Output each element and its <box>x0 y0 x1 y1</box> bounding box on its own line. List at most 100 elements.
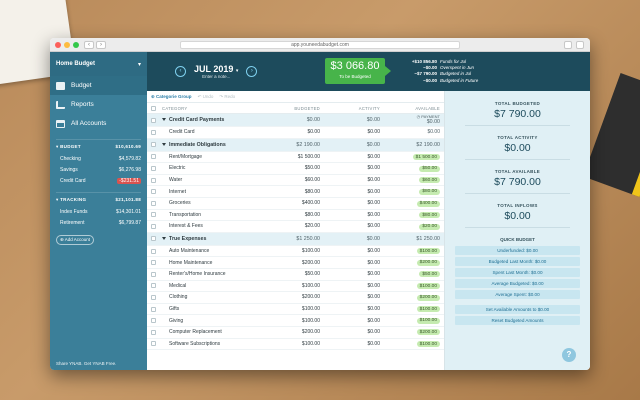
to-be-budgeted[interactable]: $3 066.80 To be Budgeted <box>325 58 391 84</box>
available-pill[interactable]: $0.00 <box>427 129 440 136</box>
category-row[interactable]: Groceries $400.00 $0.00 $400.00 <box>147 198 444 210</box>
available-pill[interactable]: $20.00 <box>419 223 440 230</box>
row-checkbox[interactable] <box>151 189 156 195</box>
category-budgeted[interactable]: $100.00 <box>301 317 320 324</box>
row-checkbox[interactable] <box>151 341 156 347</box>
category-activity[interactable]: $0.00 <box>367 306 380 313</box>
category-row[interactable]: Home Maintenance $200.00 $0.00 $200.00 <box>147 257 444 269</box>
inspector-action-button[interactable]: Reset Budgeted Amounts <box>455 316 580 325</box>
category-name[interactable]: Rent/Mortgage <box>169 153 203 160</box>
quick-budget-button[interactable]: Spent Last Month: $0.00 <box>455 268 580 277</box>
category-budgeted[interactable]: $100.00 <box>301 340 320 347</box>
zoom-window-button[interactable] <box>73 41 79 48</box>
category-row[interactable]: Rent/Mortgage $1 500.00 $0.00 $1 500.00 <box>147 152 444 164</box>
available-pill[interactable]: $200.00 <box>416 259 440 266</box>
category-budgeted[interactable]: $80.00 <box>304 188 320 195</box>
category-name[interactable]: Medical <box>169 282 187 289</box>
category-name[interactable]: Software Subscriptions <box>169 340 221 347</box>
category-name[interactable]: Interest & Fees <box>169 223 203 230</box>
row-checkbox[interactable] <box>151 306 156 312</box>
category-activity[interactable]: $0.00 <box>367 259 380 266</box>
category-activity[interactable]: $0.00 <box>367 294 380 301</box>
available-pill[interactable]: $80.00 <box>419 212 440 219</box>
category-activity[interactable]: $0.00 <box>367 282 380 289</box>
category-group-row[interactable]: True Expenses $1 250.00 $0.00 $1 250.00 <box>147 232 444 246</box>
category-row[interactable]: Transportation $80.00 $0.00 $80.00 <box>147 210 444 222</box>
available-pill[interactable]: $100.00 <box>416 248 440 255</box>
referral-link[interactable]: Share YNAB. Get YNAB Free. <box>56 361 117 366</box>
category-row[interactable]: Computer Replacement $200.00 $0.00 $200.00 <box>147 327 444 339</box>
tabs-icon[interactable] <box>576 41 584 49</box>
row-checkbox[interactable] <box>151 200 156 206</box>
category-row[interactable]: Giving $100.00 $0.00 $100.00 <box>147 315 444 327</box>
category-budgeted[interactable]: $20.00 <box>304 223 320 230</box>
category-activity[interactable]: $0.00 <box>367 211 380 218</box>
row-checkbox[interactable] <box>151 329 156 335</box>
account-checking[interactable]: Checking $4,579.82 <box>56 153 141 164</box>
category-activity[interactable]: $0.00 <box>367 165 380 172</box>
close-window-button[interactable] <box>55 41 61 48</box>
account-index-funds[interactable]: Index Funds $14,301.01 <box>56 206 141 217</box>
row-checkbox[interactable] <box>151 165 156 171</box>
share-icon[interactable] <box>564 41 572 49</box>
account-savings[interactable]: Savings $6,276.98 <box>56 164 141 175</box>
available-pill[interactable]: $100.00 <box>416 283 440 290</box>
budget-switcher[interactable]: Home Budget ▾ <box>50 52 147 76</box>
row-checkbox[interactable] <box>151 283 156 289</box>
available-pill[interactable]: $60.00 <box>419 177 440 184</box>
category-name[interactable]: Groceries <box>169 200 191 207</box>
category-activity[interactable]: $0.00 <box>367 248 380 255</box>
nav-reports[interactable]: Reports <box>50 95 147 114</box>
category-budgeted[interactable]: $200.00 <box>301 329 320 336</box>
category-activity[interactable]: $0.00 <box>367 153 380 160</box>
current-month[interactable]: JUL 2019 ▾ <box>194 64 239 74</box>
category-budgeted[interactable]: $100.00 <box>301 248 320 255</box>
category-name[interactable]: Auto Maintenance <box>169 248 210 255</box>
category-name[interactable]: Internet <box>169 188 186 195</box>
row-checkbox[interactable] <box>151 223 156 229</box>
available-pill[interactable]: $100.00 <box>416 317 440 324</box>
category-row[interactable]: Gifts $100.00 $0.00 $100.00 <box>147 304 444 316</box>
category-row[interactable]: Clothing $200.00 $0.00 $200.00 <box>147 292 444 304</box>
category-row[interactable]: Electric $50.00 $0.00 $50.00 <box>147 163 444 175</box>
account-retirement[interactable]: Retirement $6,799.87 <box>56 217 141 228</box>
account-credit-card[interactable]: Credit Card -$231.51 <box>56 175 141 186</box>
nav-budget[interactable]: Budget <box>50 76 147 95</box>
minimize-window-button[interactable] <box>64 41 70 48</box>
budget-group-header[interactable]: ▾ BUDGET $10,610.69 <box>56 139 141 153</box>
category-budgeted[interactable]: $100.00 <box>301 282 320 289</box>
inspector-action-button[interactable]: Set Available Amounts to $0.00 <box>455 305 580 314</box>
category-row[interactable]: Water $60.00 $0.00 $60.00 <box>147 175 444 187</box>
available-pill[interactable]: $200.00 <box>416 294 440 301</box>
category-budgeted[interactable]: $60.00 <box>304 177 320 184</box>
row-checkbox[interactable] <box>151 154 156 160</box>
category-name[interactable]: Transportation <box>169 211 202 218</box>
quick-budget-button[interactable]: Average Spent: $0.00 <box>455 290 580 299</box>
next-month-button[interactable]: › <box>246 66 258 77</box>
category-name[interactable]: Computer Replacement <box>169 329 222 336</box>
available-pill[interactable]: $200.00 <box>416 329 440 336</box>
category-budgeted[interactable]: $1 500.00 <box>297 153 320 160</box>
row-checkbox[interactable] <box>151 117 156 123</box>
available-pill[interactable]: $1 500.00 <box>412 154 440 161</box>
category-row[interactable]: Internet $80.00 $0.00 $80.00 <box>147 186 444 198</box>
category-group-row[interactable]: Immediate Obligations $2 190.00 $0.00 $2 19… <box>147 138 444 152</box>
previous-month-button[interactable]: ‹ <box>175 66 186 77</box>
category-name[interactable]: Giving <box>169 317 184 324</box>
category-row[interactable]: Credit Card $0.00 $0.00 $0.00 <box>147 127 444 139</box>
row-checkbox[interactable] <box>151 248 156 254</box>
tracking-group-header[interactable]: ▾ TRACKING $21,101.88 <box>56 192 141 206</box>
category-activity[interactable]: $0.00 <box>367 200 380 207</box>
add-account-button[interactable]: ⊕ Add Account <box>56 235 95 245</box>
category-budgeted[interactable]: $50.00 <box>304 165 320 172</box>
quick-budget-button[interactable]: Average Budgeted: $0.00 <box>455 279 580 288</box>
available-pill[interactable]: $50.00 <box>419 271 440 278</box>
row-checkbox[interactable] <box>151 236 156 242</box>
category-budgeted[interactable]: $200.00 <box>301 259 320 266</box>
nav-all-accounts[interactable]: All Accounts <box>50 114 147 133</box>
category-activity[interactable]: $0.00 <box>367 271 380 278</box>
category-activity[interactable]: $0.00 <box>367 129 380 136</box>
row-checkbox[interactable] <box>151 260 156 266</box>
available-pill[interactable]: $400.00 <box>416 200 440 207</box>
row-checkbox[interactable] <box>151 177 156 183</box>
